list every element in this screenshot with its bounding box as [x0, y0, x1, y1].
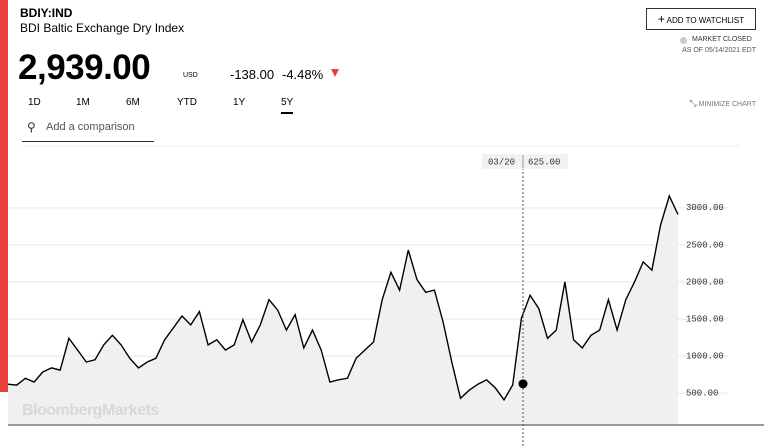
- change-percent: -4.48%: [282, 67, 324, 82]
- range-button[interactable]: 1Y: [233, 97, 246, 108]
- crosshair-value: 625.00: [528, 157, 560, 167]
- y-tick-label: 500.00: [686, 389, 718, 399]
- price-line: [7, 194, 679, 402]
- range-button[interactable]: 1D: [28, 97, 41, 108]
- y-tick-label: 2500.00: [686, 240, 724, 250]
- price: 2,939.00: [18, 48, 151, 87]
- range-button[interactable]: YTD: [177, 97, 197, 108]
- y-tick-label: 3000.00: [686, 203, 724, 213]
- range-button[interactable]: 1M: [76, 97, 90, 108]
- watermark: BloombergMarkets: [22, 402, 159, 419]
- market-status: MARKET CLOSED: [692, 36, 752, 43]
- range-button[interactable]: 6M: [126, 97, 140, 108]
- range-button[interactable]: 5Y: [281, 97, 294, 114]
- crosshair-dot: [518, 379, 528, 389]
- y-tick-label: 1500.00: [686, 314, 724, 324]
- y-tick-label: 1000.00: [686, 351, 724, 361]
- crosshair-date: 03/20: [488, 157, 515, 167]
- watchlist-button[interactable]: + ADD TO WATCHLIST: [646, 8, 756, 30]
- down-arrow: [331, 69, 339, 77]
- index-name: BDI Baltic Exchange Dry Index: [20, 21, 185, 35]
- comparison-search[interactable]: ⚲ Add a comparison: [22, 114, 154, 142]
- minimize-label: MINIMIZE CHART: [698, 101, 756, 108]
- accent-bar: [0, 0, 8, 392]
- area-fill: [8, 196, 678, 425]
- currency: USD: [183, 72, 198, 79]
- ticker: BDIY:IND: [20, 6, 73, 20]
- comparison-placeholder: Add a comparison: [46, 121, 135, 133]
- crosshair-label-box: [482, 154, 568, 169]
- as-of: AS OF 05/14/2021 EDT: [682, 47, 756, 54]
- y-tick-label: 2000.00: [686, 277, 724, 287]
- change: -138.00: [230, 67, 275, 82]
- watchlist-label: ADD TO WATCHLIST: [666, 16, 745, 25]
- status-dot: [680, 37, 687, 44]
- minimize-chart[interactable]: ⤡ MINIMIZE CHART: [689, 98, 756, 108]
